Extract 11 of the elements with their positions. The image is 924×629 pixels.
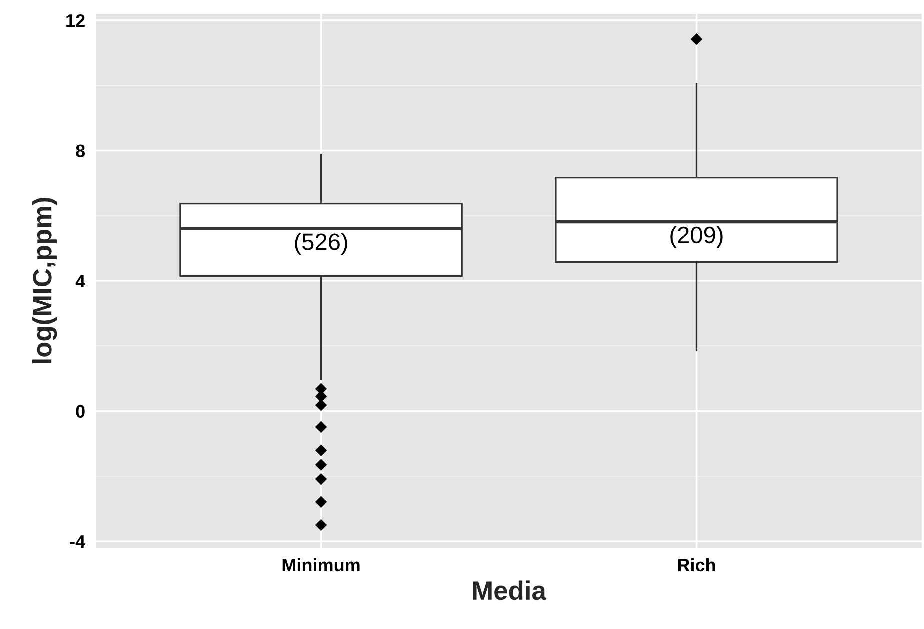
y-tick-label: 4: [76, 275, 86, 288]
y-tick-label: 12: [66, 14, 85, 28]
x-axis-title: Media: [473, 580, 547, 600]
y-tick-label: 0: [76, 405, 85, 418]
y-tick-label: 8: [76, 144, 86, 158]
x-tick-label: Rich: [678, 558, 716, 572]
x-tick-label: Minimum: [282, 558, 360, 572]
annotation: (209): [670, 226, 723, 248]
annotation: (526): [295, 233, 348, 256]
y-tick-label: -4: [70, 536, 86, 548]
y-axis-title: log(MIC,ppm): [32, 198, 58, 364]
